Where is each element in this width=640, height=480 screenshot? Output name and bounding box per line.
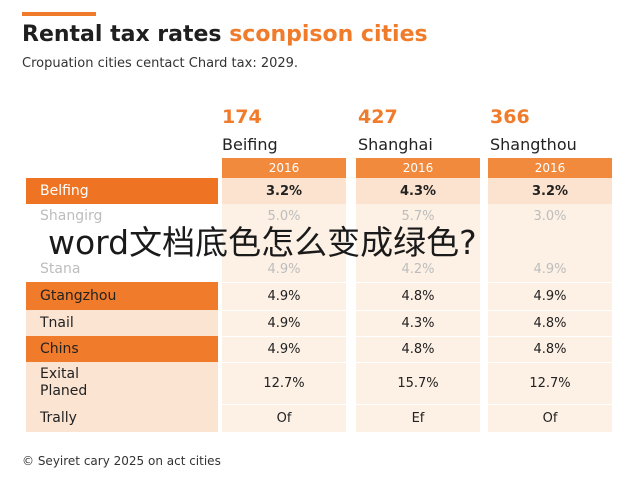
- value-cell: 4.3%: [356, 178, 480, 204]
- row-label-text: Exital Planed: [40, 366, 88, 399]
- value-cell: 4.8%: [533, 315, 567, 331]
- row-label-text: Belfing: [40, 183, 89, 199]
- column-number: 427: [358, 106, 398, 128]
- column-city: Shangthou: [490, 135, 577, 154]
- column-header-shanghai: 427 Shanghai: [358, 105, 482, 157]
- column-number: 174: [222, 106, 262, 128]
- row-label-gtangzhou: Gtangzhou: [26, 282, 218, 310]
- value-cell: 4.9%: [533, 261, 567, 277]
- row-divider: [488, 282, 612, 283]
- value-cell: 5.0%: [267, 208, 301, 224]
- year-cell: 2016: [222, 158, 346, 178]
- row-label-belfing: Belfing: [26, 178, 218, 204]
- value-cell: 4.3%: [401, 315, 435, 331]
- row-divider: [488, 404, 612, 405]
- value-cell: 12.7%: [263, 375, 305, 391]
- column-header-beifing: 174 Beifing: [222, 105, 346, 157]
- column-beifing: 2016 3.2% 5.0% 4.9% 4.9% 4.9% 4.9% 12.7%…: [222, 158, 346, 432]
- value-cell: 4.8%: [533, 341, 567, 357]
- value-cell: 4.9%: [267, 261, 301, 277]
- row-divider: [222, 336, 346, 337]
- value-cell: 4.9%: [533, 288, 567, 304]
- row-divider: [356, 404, 480, 405]
- row-label-shangirg: Shangirg: [26, 204, 218, 228]
- row-divider: [356, 336, 480, 337]
- column-city: Shanghai: [358, 135, 433, 154]
- row-divider: [222, 404, 346, 405]
- row-divider: [222, 282, 346, 283]
- row-divider: [356, 362, 480, 363]
- value-cell: 15.7%: [397, 375, 439, 391]
- value-cell: 4.8%: [401, 288, 435, 304]
- value-cell: 5.7%: [401, 208, 435, 224]
- value-cell: 12.7%: [529, 375, 571, 391]
- value-cell: 3.2%: [222, 178, 346, 204]
- row-label-chins: Chins: [26, 336, 218, 362]
- column-number: 366: [490, 106, 530, 128]
- row-label-text: Gtangzhou: [40, 288, 117, 304]
- value-cell: Of: [276, 410, 292, 426]
- title-part-2: sconpison cities: [229, 22, 428, 47]
- column-header-shangthou: 366 Shangthou: [490, 105, 614, 157]
- row-label-text: Trally: [40, 410, 77, 426]
- row-label-stana: Stana: [26, 256, 218, 282]
- year-cell: 2016: [488, 158, 612, 178]
- value-cell: 4.9%: [267, 288, 301, 304]
- column-shanghai: 2016 4.3% 5.7% 4.2% 4.8% 4.3% 4.8% 15.7%…: [356, 158, 480, 432]
- row-divider: [488, 310, 612, 311]
- row-divider: [488, 362, 612, 363]
- row-label-text: Shangirg: [40, 208, 103, 224]
- row-divider: [222, 310, 346, 311]
- page-subtitle: Cropuation cities centact Chard tax: 202…: [22, 56, 299, 71]
- row-divider: [356, 282, 480, 283]
- row-divider: [222, 362, 346, 363]
- page-title: Rental tax rates sconpison cities: [22, 22, 428, 47]
- footer-note: © Seyiret cary 2025 on act cities: [22, 454, 221, 468]
- value-cell: [488, 228, 612, 256]
- value-cell: 3.0%: [533, 208, 567, 224]
- column-city: Beifing: [222, 135, 278, 154]
- row-label-text: Tnail: [40, 315, 74, 331]
- value-cell: 4.2%: [401, 261, 435, 277]
- row-divider: [356, 310, 480, 311]
- value-cell: Ef: [411, 410, 425, 426]
- value-cell: 4.9%: [267, 315, 301, 331]
- year-cell: 2016: [356, 158, 480, 178]
- title-accent-bar: [22, 12, 96, 16]
- column-shangthou: 2016 3.2% 3.0% 4.9% 4.9% 4.8% 4.8% 12.7%…: [488, 158, 612, 432]
- row-label-tnail: Tnail: [26, 310, 218, 336]
- overlay-caption: word文档底色怎么变成绿色?: [48, 223, 477, 262]
- value-cell: Of: [542, 410, 558, 426]
- value-cell: 4.9%: [267, 341, 301, 357]
- row-label-exital-planed: Exital Planed: [26, 362, 218, 404]
- row-label-trally: Trally: [26, 404, 218, 432]
- value-cell: 3.2%: [488, 178, 612, 204]
- value-cell: 4.8%: [401, 341, 435, 357]
- title-part-1: Rental tax rates: [22, 22, 222, 47]
- row-label-text: Stana: [40, 261, 81, 277]
- row-label-text: Chins: [40, 341, 79, 357]
- row-divider: [488, 336, 612, 337]
